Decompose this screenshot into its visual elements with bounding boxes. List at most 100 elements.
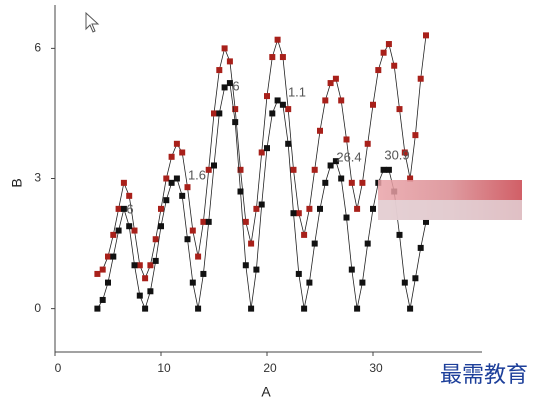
data-point — [322, 97, 329, 104]
data-point — [152, 236, 159, 243]
data-point — [332, 75, 339, 82]
data-point — [338, 175, 345, 182]
data-point — [295, 210, 302, 217]
data-point — [184, 236, 191, 243]
data-point — [348, 179, 355, 186]
data-point — [370, 101, 376, 108]
data-point — [237, 166, 244, 173]
data-point — [94, 270, 101, 277]
data-point — [274, 97, 281, 104]
x-tick-label: 30 — [369, 361, 383, 375]
data-point — [279, 54, 286, 61]
data-point — [343, 136, 350, 143]
data-point — [163, 197, 170, 204]
data-point — [136, 262, 143, 269]
data-point — [253, 205, 260, 212]
annotation: 6 — [232, 78, 239, 93]
annotation: 1.1 — [288, 84, 306, 99]
data-point — [407, 305, 414, 312]
data-point — [248, 305, 255, 312]
data-point — [158, 223, 164, 230]
data-point — [168, 153, 175, 160]
annotation: 1.6 — [188, 167, 206, 182]
x-tick-label: 20 — [263, 361, 277, 375]
data-point — [407, 175, 414, 182]
data-point — [258, 201, 265, 208]
data-point — [290, 166, 297, 173]
data-point — [417, 75, 424, 82]
data-point — [396, 106, 403, 113]
data-point — [105, 253, 111, 260]
data-point — [269, 54, 276, 61]
data-point — [179, 192, 186, 199]
data-point — [348, 266, 355, 273]
data-point — [338, 97, 345, 104]
data-point — [115, 227, 122, 234]
data-point — [391, 62, 398, 69]
data-point — [147, 262, 154, 269]
data-point — [301, 305, 308, 312]
data-point — [179, 149, 186, 156]
y-tick-label: 0 — [34, 301, 41, 315]
data-point — [142, 275, 149, 282]
data-point — [359, 179, 366, 186]
data-point — [211, 162, 217, 169]
y-tick-label: 3 — [34, 171, 41, 185]
data-point — [364, 240, 371, 247]
data-point — [306, 279, 313, 286]
data-point — [226, 58, 233, 65]
data-point — [173, 140, 180, 147]
annotation: 30.9 — [384, 147, 409, 162]
data-point — [205, 218, 212, 225]
data-point — [189, 279, 196, 286]
data-point — [385, 41, 392, 48]
data-point — [253, 266, 260, 273]
data-point — [131, 262, 138, 269]
data-point — [412, 132, 419, 139]
data-point — [105, 279, 111, 286]
data-point — [322, 179, 329, 186]
data-point — [295, 270, 302, 277]
data-point — [211, 110, 217, 117]
data-point — [274, 36, 281, 43]
data-point — [327, 80, 334, 87]
data-point — [285, 140, 292, 147]
x-axis-title: A — [261, 384, 271, 400]
data-point — [385, 166, 392, 173]
data-point — [364, 140, 371, 147]
data-point — [232, 106, 239, 113]
data-point — [99, 266, 106, 273]
data-point — [115, 205, 122, 212]
data-point — [285, 106, 292, 113]
data-point — [332, 158, 339, 165]
data-point — [110, 253, 117, 260]
data-point — [221, 45, 228, 52]
data-point — [195, 305, 202, 312]
data-point — [152, 257, 159, 264]
annotation: 26.4 — [336, 149, 361, 164]
data-point — [401, 149, 408, 156]
data-point — [142, 305, 149, 312]
blurred-box — [378, 200, 522, 220]
overlay: 最需教育 — [378, 180, 528, 388]
data-point — [423, 32, 429, 39]
data-point — [317, 127, 323, 134]
data-point — [396, 231, 403, 238]
data-point — [158, 205, 164, 212]
data-point — [237, 188, 244, 195]
data-point — [264, 145, 270, 152]
data-point — [195, 253, 202, 260]
data-point — [242, 262, 249, 269]
data-point — [311, 166, 318, 173]
data-point — [370, 205, 376, 212]
y-axis-title: B — [9, 178, 25, 187]
data-point — [163, 175, 170, 182]
data-point — [417, 244, 424, 251]
data-point — [301, 231, 308, 238]
watermark: 最需教育 — [440, 363, 528, 388]
data-point — [401, 279, 408, 286]
data-point — [423, 218, 429, 225]
data-point — [120, 205, 127, 212]
data-point — [242, 218, 249, 225]
